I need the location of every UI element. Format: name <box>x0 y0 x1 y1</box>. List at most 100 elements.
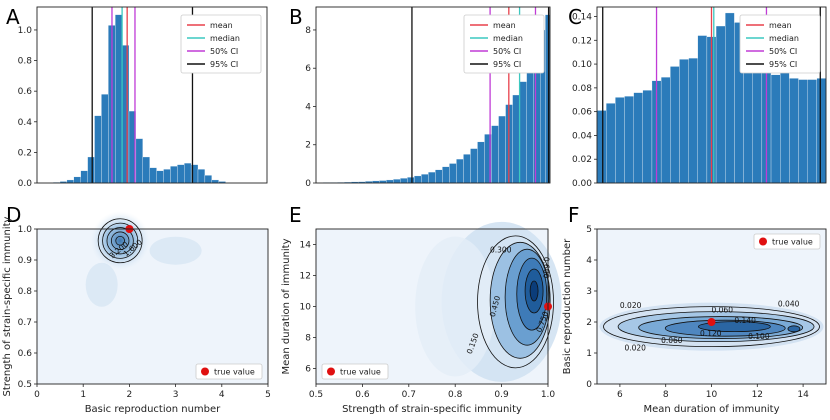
panel-b-bar <box>442 167 449 183</box>
panel-c-legend-label-ci95: 95% CI <box>769 60 797 69</box>
panel-letter-e: E <box>289 203 302 227</box>
panel-c-ytick-label: 0.02 <box>572 155 592 165</box>
panel-b-bar <box>407 177 414 183</box>
panel-c-ytick-label: 0.10 <box>572 60 592 70</box>
panel-b-ytick-label: 6 <box>305 64 311 74</box>
panel-c-bar <box>780 71 789 183</box>
panel-a-legend-label-mean: mean <box>210 21 233 30</box>
panel-e-ylabel: Mean duration of immunity <box>281 238 292 374</box>
panel-e-xlabel: Strength of strain-specific immunity <box>342 404 522 415</box>
panel-d-density-fill <box>90 211 149 270</box>
panel-f-xtick-label: 10 <box>706 390 718 400</box>
panel-b-bar <box>513 95 520 183</box>
panel-c-bar <box>606 103 615 183</box>
panel-a-bar <box>177 165 184 183</box>
panel-c-bar <box>799 80 808 183</box>
panel-c-bar <box>716 26 725 183</box>
panel-f-xtick-label: 14 <box>797 390 809 400</box>
panel-c-bar <box>789 78 798 183</box>
panel-e-ytick-label: 6 <box>305 365 311 375</box>
panel-f-contour-label: 0.060 <box>661 336 683 345</box>
panel-f-contour-label: 0.020 <box>620 301 642 310</box>
panel-f-ytick-label: 2 <box>586 318 592 328</box>
panel-d-xtick-label: 5 <box>265 390 271 400</box>
panel-c-bar <box>634 93 643 183</box>
panel-a-bar <box>184 163 191 183</box>
panel-e-xtick-label: 0.7 <box>402 390 416 400</box>
panel-b-bar <box>477 142 484 183</box>
panel-f-xtick-label: 6 <box>617 390 623 400</box>
panel-a-ytick-label: 0.8 <box>18 57 33 67</box>
panel-d-ytick-label: 0.5 <box>18 380 32 390</box>
panel-a-bar <box>170 166 177 183</box>
panel-f-ytick-label: 4 <box>586 256 592 266</box>
panel-b-bar <box>470 149 477 183</box>
panel-b-bar <box>428 172 435 183</box>
histogram-panel-c: 0.000.020.040.060.080.100.120.14meanmedi… <box>572 7 826 189</box>
panel-a-bar <box>67 180 74 183</box>
panel-b-bar <box>527 68 534 183</box>
panel-a-bar <box>95 116 102 183</box>
panel-letter-f: F <box>568 203 580 227</box>
panel-b-bar <box>463 154 470 183</box>
panel-b-legend-label-ci50: 50% CI <box>493 47 521 56</box>
panel-c-bar <box>771 75 780 183</box>
panel-a-bar <box>81 171 88 183</box>
panel-b-bar <box>499 116 506 183</box>
panel-f-ylabel: Basic reproduction number <box>562 238 573 374</box>
panel-a-ytick-label: 0.0 <box>18 179 33 189</box>
panel-f-contour-label: 0.120 <box>700 329 722 338</box>
panel-e-xtick-label: 0.8 <box>448 390 463 400</box>
panel-b-bar <box>456 159 463 183</box>
panel-d-xtick-label: 2 <box>127 390 133 400</box>
panel-c-legend-label-median: median <box>769 34 799 43</box>
panel-c-bar <box>698 36 707 183</box>
panel-b-legend-label-ci95: 95% CI <box>493 60 521 69</box>
panel-e-ytick-label: 12 <box>300 272 311 282</box>
panel-f-ytick-label: 3 <box>586 287 592 297</box>
panel-e-contour-label: 0.600 <box>541 257 550 279</box>
panel-d-xtick-label: 1 <box>80 390 86 400</box>
panel-c-ytick-label: 0.08 <box>572 84 592 94</box>
panel-b-legend-label-mean: mean <box>493 21 516 30</box>
panel-a-bar <box>157 171 164 183</box>
panel-e-xtick-label: 1.0 <box>541 390 556 400</box>
panel-e-xtick-label: 0.5 <box>309 390 323 400</box>
panel-e-contour-line <box>530 281 538 301</box>
panel-b-bar <box>520 82 527 183</box>
panel-f-contour-label: 0.100 <box>748 332 770 341</box>
panel-a-legend-label-ci95: 95% CI <box>210 60 238 69</box>
panel-c-bar <box>670 66 679 183</box>
panel-d-ytick-label: 1.0 <box>18 225 33 235</box>
panel-f-contour-label: 0.060 <box>712 306 734 315</box>
panel-c-ytick-label: 0.06 <box>572 108 592 118</box>
panel-d-ylabel: Strength of strain-specific immunity <box>2 216 13 396</box>
panel-a-bar <box>164 169 171 183</box>
panel-e-density-tail <box>415 237 495 377</box>
panel-a-bar <box>150 168 157 183</box>
panel-a-bar <box>88 157 95 183</box>
panel-b-bar <box>449 163 456 183</box>
panel-d-xtick-label: 0 <box>34 390 40 400</box>
panel-a-ytick-label: 0.2 <box>18 148 32 158</box>
panel-f-legend-marker <box>759 238 767 246</box>
panel-c-bar <box>725 13 734 183</box>
panel-c-legend-label-ci50: 50% CI <box>769 47 797 56</box>
panel-e-legend-marker <box>327 368 335 376</box>
panel-a-bar <box>198 169 205 183</box>
panel-d-xlabel: Basic reproduction number <box>85 404 221 415</box>
panel-b-ytick-label: 4 <box>305 102 311 112</box>
panel-f-contour-label: 0.020 <box>624 344 646 353</box>
panel-f-true-value-point <box>708 318 716 326</box>
panel-a-bar <box>74 177 81 183</box>
panel-d-xtick-label: 3 <box>173 390 179 400</box>
panel-f-ytick-label: 5 <box>586 225 592 235</box>
panel-f-ytick-label: 1 <box>586 349 592 359</box>
panel-a-bar <box>136 139 143 183</box>
panel-b-ytick-label: 0 <box>305 179 311 189</box>
